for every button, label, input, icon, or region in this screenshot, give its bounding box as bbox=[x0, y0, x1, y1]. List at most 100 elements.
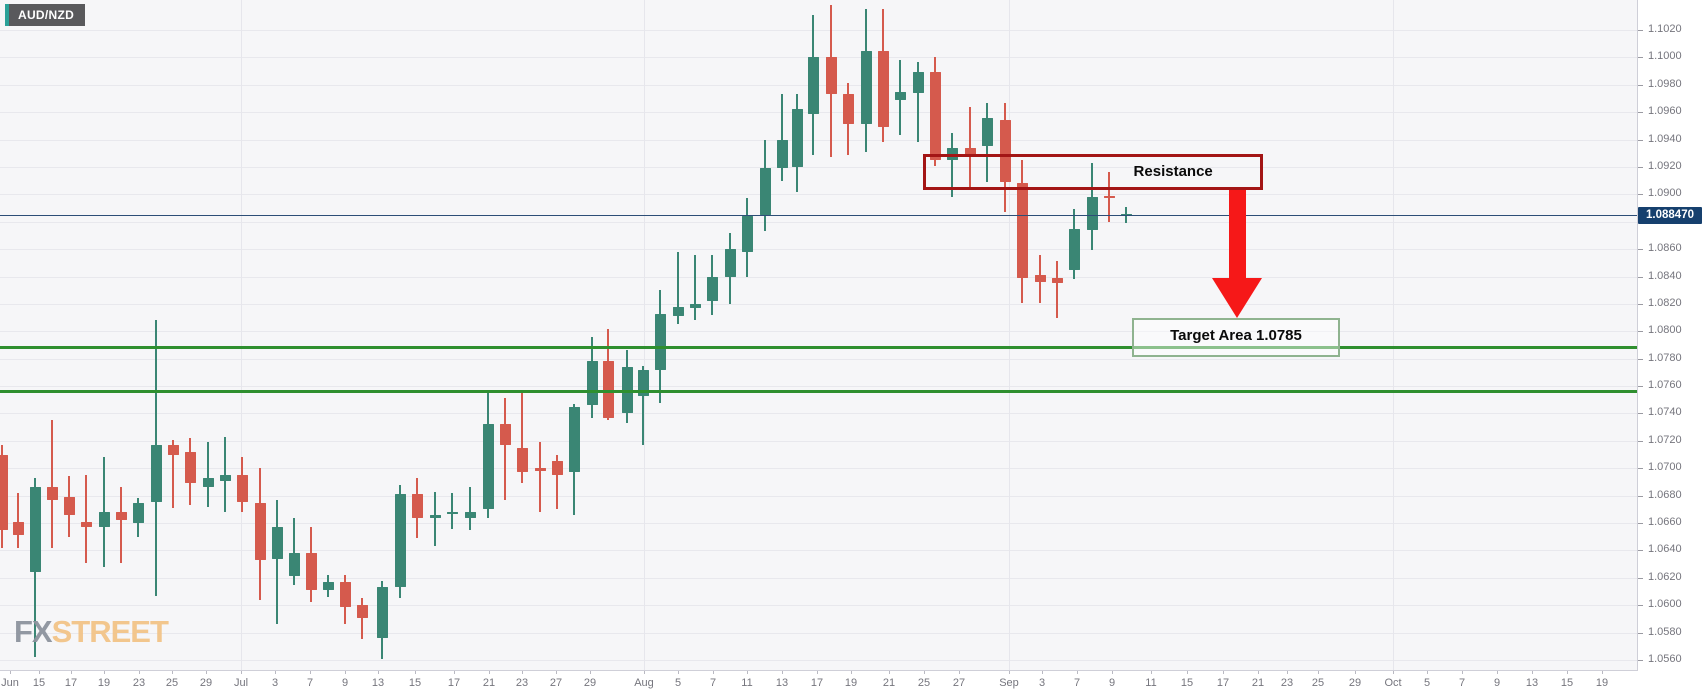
date-tick-label: 3 bbox=[271, 677, 279, 689]
horizontal-gridline bbox=[0, 112, 1637, 114]
candle bbox=[602, 361, 614, 418]
candle bbox=[429, 514, 441, 518]
date-tick-label: 11 bbox=[741, 677, 753, 689]
candle-wick bbox=[469, 487, 471, 530]
date-tick-label: 25 bbox=[917, 677, 931, 689]
date-tick-label: 21 bbox=[882, 677, 896, 689]
horizontal-gridline bbox=[0, 468, 1637, 470]
date-tick-mark bbox=[275, 671, 276, 674]
horizontal-gridline bbox=[0, 523, 1637, 525]
candle bbox=[376, 587, 388, 639]
date-axis[interactable]: Jun 15 17 19 23 25 29 Jul 3 7 9 13 15 17 21 23 27 29 Aug 5 7… bbox=[0, 671, 1707, 695]
candle bbox=[568, 406, 580, 473]
candle-wick bbox=[85, 475, 87, 563]
candle bbox=[791, 109, 803, 167]
date-tick-label: 19 bbox=[844, 677, 858, 689]
date-tick-mark bbox=[556, 671, 557, 674]
candle bbox=[759, 168, 771, 215]
date-tick-mark bbox=[782, 671, 783, 674]
date-tick-label: 7 bbox=[709, 677, 717, 689]
candle bbox=[842, 94, 854, 125]
candle-wick bbox=[969, 106, 971, 188]
date-tick-label: 9 bbox=[1108, 677, 1116, 689]
candle bbox=[132, 502, 144, 524]
date-tick-label: 9 bbox=[341, 677, 349, 689]
candle bbox=[1068, 228, 1080, 270]
date-tick-mark bbox=[1223, 671, 1224, 674]
date-tick-label: 27 bbox=[952, 677, 966, 689]
date-tick-mark bbox=[172, 671, 173, 674]
price-axis[interactable]: 1.1020 1.1000 1.0980 1.0960 1.0940 1.0920 1.09… bbox=[1638, 0, 1707, 670]
date-tick-label: 5 bbox=[1423, 677, 1431, 689]
date-tick-mark bbox=[378, 671, 379, 674]
down-arrow-shaft[interactable] bbox=[1228, 190, 1246, 280]
support-line-upper[interactable] bbox=[0, 346, 1637, 350]
price-tick-label: 1.0940 bbox=[1638, 133, 1707, 147]
date-tick-label: 17 bbox=[447, 677, 461, 689]
date-tick-label: 15 bbox=[1180, 677, 1194, 689]
date-tick-mark bbox=[454, 671, 455, 674]
candle-wick bbox=[17, 492, 19, 548]
date-tick-label: 9 bbox=[1493, 677, 1501, 689]
date-tick-label: 15 bbox=[1560, 677, 1574, 689]
candle-wick bbox=[451, 492, 453, 529]
candle bbox=[981, 117, 993, 147]
watermark-street: STREET bbox=[51, 614, 169, 649]
candle-wick bbox=[1056, 261, 1058, 318]
horizontal-gridline bbox=[0, 660, 1637, 661]
date-tick-mark bbox=[10, 671, 11, 674]
date-tick-mark bbox=[678, 671, 679, 674]
date-tick-mark bbox=[1462, 671, 1463, 674]
down-arrow-icon[interactable] bbox=[1212, 277, 1262, 318]
candle bbox=[964, 147, 976, 158]
candle bbox=[394, 494, 406, 588]
price-tick-label: 1.0580 bbox=[1638, 626, 1707, 640]
candle bbox=[0, 454, 8, 530]
candle-wick bbox=[781, 94, 783, 181]
candle-wick bbox=[207, 442, 209, 507]
candle bbox=[912, 72, 924, 93]
support-line-lower[interactable] bbox=[0, 390, 1637, 394]
candle-wick bbox=[539, 442, 541, 513]
candle bbox=[63, 497, 75, 515]
date-tick-mark bbox=[851, 671, 852, 674]
price-tick-label: 1.0560 bbox=[1638, 653, 1707, 667]
vertical-gridline bbox=[241, 0, 242, 670]
candle bbox=[689, 303, 701, 308]
price-tick-label: 1.0900 bbox=[1638, 187, 1707, 201]
candle bbox=[825, 57, 837, 95]
price-tick-label: 1.0860 bbox=[1638, 242, 1707, 256]
date-tick-mark bbox=[345, 671, 346, 674]
candle bbox=[219, 475, 231, 481]
target-area-annotation[interactable]: Target Area 1.0785 bbox=[1132, 317, 1340, 358]
date-tick-mark bbox=[959, 671, 960, 674]
candle bbox=[654, 313, 666, 370]
candle bbox=[516, 447, 528, 473]
horizontal-gridline bbox=[0, 249, 1637, 251]
date-tick-label: Oct bbox=[1384, 677, 1402, 689]
candle-wick bbox=[293, 517, 295, 585]
candle bbox=[672, 306, 684, 317]
candle bbox=[271, 527, 283, 559]
candle bbox=[877, 50, 889, 128]
horizontal-gridline bbox=[0, 495, 1637, 497]
price-tick-label: 1.0740 bbox=[1638, 406, 1707, 420]
date-tick-mark bbox=[1187, 671, 1188, 674]
date-tick-label: 21 bbox=[1251, 677, 1265, 689]
candle-wick bbox=[694, 254, 696, 321]
candle bbox=[706, 276, 718, 302]
resistance-zone-annotation[interactable]: Resistance bbox=[923, 153, 1263, 190]
candle bbox=[724, 249, 736, 277]
candle bbox=[1051, 277, 1063, 284]
vertical-gridline bbox=[1009, 0, 1010, 670]
horizontal-gridline bbox=[0, 57, 1637, 59]
price-tick-label: 1.0800 bbox=[1638, 324, 1707, 338]
candle bbox=[1016, 183, 1028, 278]
date-tick-label: 25 bbox=[165, 677, 179, 689]
chart-plot-area[interactable]: Resistance Target Area 1.0785 FXSTREET A… bbox=[0, 0, 1638, 671]
horizontal-gridline bbox=[0, 30, 1637, 31]
candle-wick bbox=[434, 491, 436, 547]
date-tick-label: 7 bbox=[306, 677, 314, 689]
candle bbox=[894, 91, 906, 100]
candle bbox=[184, 451, 196, 484]
